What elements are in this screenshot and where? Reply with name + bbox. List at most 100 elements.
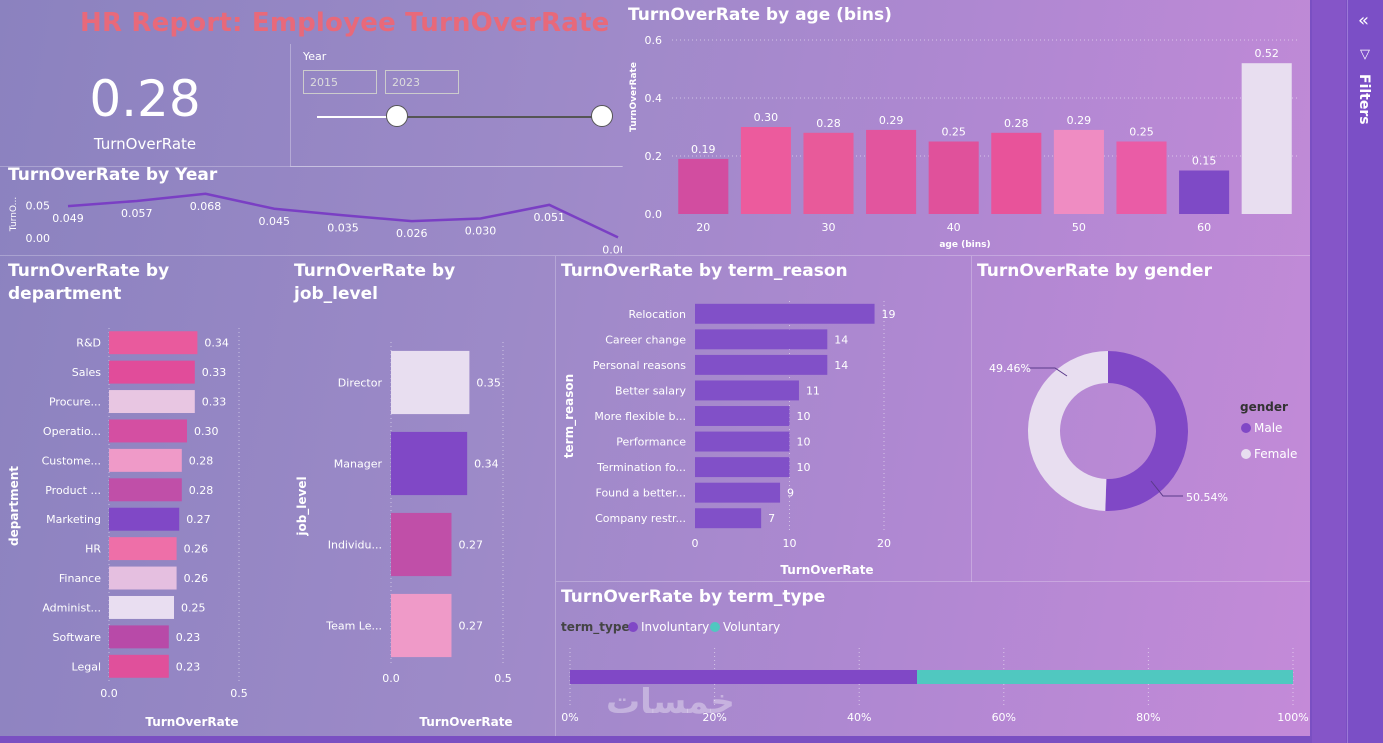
dept-svg-bar-label: 0.26 — [184, 572, 209, 585]
age-x-tick: 30 — [822, 221, 836, 234]
dept-svg-category-label: R&D — [76, 337, 101, 350]
age-bar-label: 0.15 — [1192, 155, 1217, 168]
year-from-input[interactable]: 2015 — [303, 70, 377, 94]
year-chart-panel[interactable]: TurnOverRate by Year 0.00 0.05 TurnO... 0.0… — [2, 165, 622, 256]
kpi-value: 0.28 — [89, 70, 201, 128]
job-level-chart-title: TurnOverRate by job_level — [294, 261, 456, 304]
gender-slice — [1105, 351, 1188, 511]
reason-svg-category-label: More flexible b... — [594, 410, 686, 423]
age-bar — [1116, 141, 1167, 214]
dept-svg-x-tick: 0.0 — [100, 687, 118, 700]
age-bar-label: 0.25 — [1129, 126, 1154, 139]
gender-slice-label: 50.54% — [1186, 491, 1228, 504]
double-chevron-left-icon[interactable]: « — [1358, 10, 1370, 31]
divider — [0, 166, 622, 167]
dept-svg-category-label: Product ... — [45, 484, 101, 497]
reason-svg-bar-label: 10 — [797, 410, 811, 423]
gender-chart: 50.54% 49.46% gender Male Female — [989, 351, 1297, 511]
dept-svg-bar — [109, 478, 182, 502]
year-point-label: 0.051 — [534, 211, 566, 224]
reason-y-axis-label: term_reason — [562, 374, 577, 458]
year-point-label: 0.068 — [190, 200, 222, 213]
divider — [0, 255, 1310, 256]
dept-svg-bar-label: 0.23 — [176, 660, 201, 673]
reason-svg-bar — [695, 457, 790, 478]
age-bar — [678, 158, 729, 214]
filters-label[interactable]: Filters — [1356, 74, 1372, 125]
dept-svg-category-label: Marketing — [46, 513, 101, 526]
dept-svg-bar — [109, 507, 180, 531]
type-legend-title: term_type — [561, 620, 630, 635]
job-svg-bar-label: 0.35 — [476, 377, 501, 390]
divider — [555, 256, 556, 736]
year-point-label: 0.030 — [465, 225, 497, 238]
age-bar — [928, 141, 979, 214]
term-type-chart-panel[interactable]: TurnOverRate by term_type 0% 20% 40% 60% 80%… — [555, 582, 1310, 736]
year-slider-track[interactable] — [317, 116, 602, 118]
department-chart: 0.34 R&D 0.33 Sales 0.33 Procure... 0.30 Operat… — [7, 328, 248, 729]
reason-svg-bar — [695, 380, 799, 401]
age-chart-panel[interactable]: TurnOverRate by age (bins) 0.0 0.2 0.4 0.6 0… — [622, 0, 1310, 256]
year-slider-fill — [317, 116, 397, 118]
age-x-tick: 40 — [947, 221, 961, 234]
dept-y-axis-label: department — [7, 466, 21, 546]
dept-svg-bar-label: 0.27 — [186, 513, 211, 526]
dept-svg-bar — [109, 595, 174, 619]
type-bar-segment — [917, 670, 1293, 684]
year-point-label: 0.049 — [52, 212, 84, 225]
reason-svg-category-label: Relocation — [628, 308, 686, 321]
dept-svg-bar — [109, 625, 169, 649]
reason-svg-category-label: Career change — [605, 333, 686, 346]
year-slider-start-thumb[interactable] — [385, 105, 408, 127]
age-bar-label: 0.30 — [754, 111, 779, 124]
filters-pane[interactable]: « ▽ Filters — [1347, 0, 1383, 743]
reason-svg-category-label: Company restr... — [595, 512, 686, 525]
job-y-axis-label: job_level — [295, 476, 310, 536]
dept-svg-bar-label: 0.26 — [184, 543, 209, 556]
dept-svg-bar-label: 0.28 — [189, 484, 214, 497]
reason-svg-bar-label: 19 — [882, 308, 896, 321]
gender-slice — [1027, 351, 1108, 511]
dept-svg-bar-label: 0.28 — [189, 454, 214, 467]
gender-leader-line — [1029, 367, 1068, 377]
gender-legend-label: Male — [1254, 421, 1282, 435]
year-slider-end-thumb[interactable] — [591, 105, 613, 127]
age-bar — [1053, 129, 1104, 214]
gender-legend-marker — [1241, 449, 1251, 459]
year-line — [67, 192, 619, 239]
term-reason-chart-panel[interactable]: TurnOverRate by term_reason 19 Relocation… — [555, 256, 971, 582]
dept-svg-category-label: Finance — [59, 572, 101, 585]
year-slicer: Year 2015 2023 — [290, 44, 623, 167]
dept-svg-category-label: Operatio... — [43, 425, 101, 438]
job-svg-category-label: Individu... — [328, 539, 382, 552]
divider — [971, 256, 972, 582]
department-chart-panel[interactable]: TurnOverRate by department 0.34 R&D 0.33 Sa… — [2, 256, 286, 736]
gender-chart-panel[interactable]: TurnOverRate by gender 50.54% 49.46% gende… — [971, 256, 1310, 582]
gender-legend-label: Female — [1254, 447, 1297, 461]
reason-svg-bar-label: 10 — [797, 461, 811, 474]
reason-svg-bar-label: 11 — [806, 384, 820, 397]
reason-svg-bar-label: 9 — [787, 487, 794, 500]
job-level-chart-panel[interactable]: TurnOverRate by job_level 0.35 Director 0.… — [288, 256, 554, 736]
age-bar-label: 0.25 — [941, 126, 966, 139]
job-svg-category-label: Team Le... — [325, 620, 382, 633]
term-reason-chart: 19 Relocation 14 Career change 14 Personal re… — [562, 301, 896, 577]
job-svg-bar — [391, 593, 452, 658]
dept-svg-category-label: Legal — [72, 660, 101, 673]
reason-svg-category-label: Found a better... — [596, 487, 686, 500]
age-y-tick: 0.4 — [645, 92, 663, 105]
reason-svg-category-label: Personal reasons — [593, 359, 686, 372]
year-chart: 0.00 0.05 TurnO... 0.049 0.057 0.068 0.045 0.03… — [9, 192, 622, 256]
reason-svg-category-label: Termination fo... — [596, 461, 686, 474]
year-point-label: 0.045 — [259, 215, 291, 228]
job-level-chart: 0.35 Director 0.34 Manager 0.27 Individu... 0.… — [295, 342, 513, 729]
department-chart-title: TurnOverRate by department — [8, 261, 170, 304]
reason-svg-category-label: Better salary — [615, 384, 687, 397]
dept-svg-category-label: Administ... — [42, 601, 101, 614]
job-svg-category-label: Director — [338, 377, 383, 390]
year-to-input[interactable]: 2023 — [385, 70, 459, 94]
dept-svg-bar — [109, 360, 195, 384]
gender-legend-marker — [1241, 423, 1251, 433]
reason-svg-bar — [695, 406, 790, 426]
gender-leader-line — [1150, 480, 1183, 497]
